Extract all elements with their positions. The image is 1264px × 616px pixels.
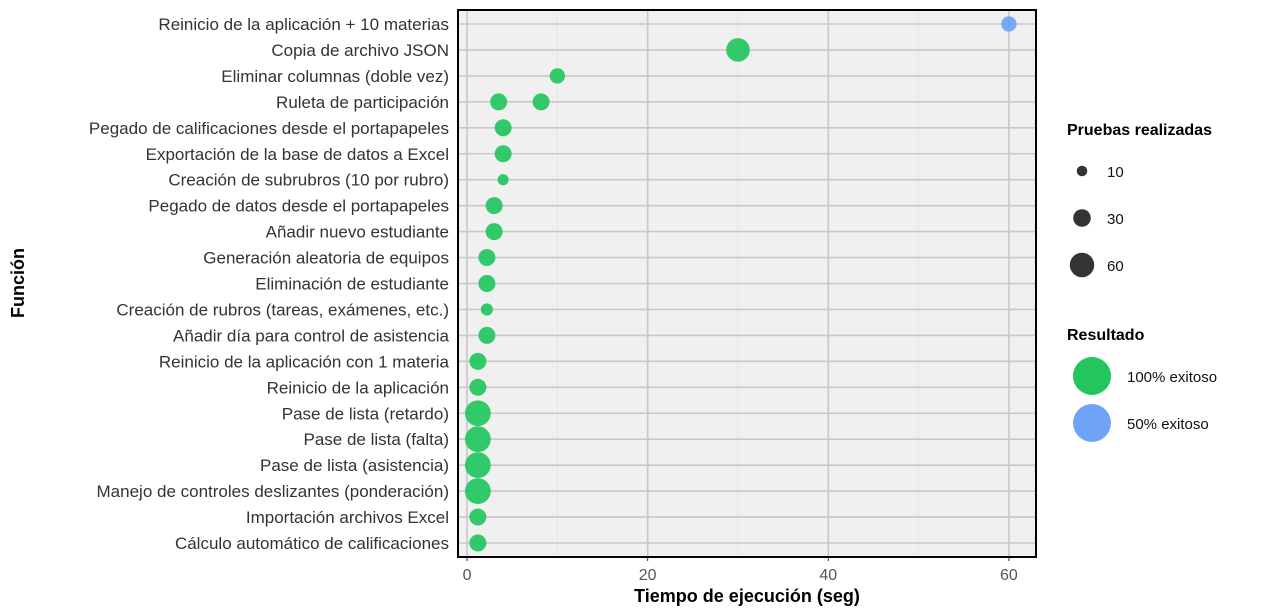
category-label: Pase de lista (falta) xyxy=(303,430,449,449)
category-label: Copia de archivo JSON xyxy=(271,41,449,60)
category-label: Pegado de datos desde el portapapeles xyxy=(148,197,449,216)
legend-size-label: 30 xyxy=(1107,211,1124,228)
category-label: Creación de rubros (tareas, exámenes, et… xyxy=(116,300,449,319)
data-point xyxy=(469,352,487,370)
category-label: Pase de lista (asistencia) xyxy=(260,456,449,475)
data-point xyxy=(485,223,503,241)
data-point xyxy=(1001,16,1017,32)
data-point xyxy=(469,378,487,396)
legend-color-label: 50% exitoso xyxy=(1127,416,1209,433)
legend-size-label: 10 xyxy=(1107,164,1124,181)
legend-size-label: 60 xyxy=(1107,258,1124,275)
data-point xyxy=(497,174,509,186)
legend-size-symbol xyxy=(1076,165,1088,177)
x-tick-label: 0 xyxy=(463,567,472,584)
legend-color-title: Resultado xyxy=(1067,327,1145,344)
category-label: Pase de lista (retardo) xyxy=(282,404,449,423)
x-tick-label: 60 xyxy=(1000,567,1018,584)
data-point xyxy=(532,93,550,111)
data-point xyxy=(485,197,503,215)
category-label: Manejo de controles deslizantes (pondera… xyxy=(97,482,449,501)
x-tick-label: 20 xyxy=(639,567,657,584)
y-axis-title: Función xyxy=(8,248,28,318)
data-point xyxy=(726,38,750,62)
legend-size-title: Pruebas realizadas xyxy=(1067,122,1212,139)
category-label: Pegado de calificaciones desde el portap… xyxy=(89,119,449,138)
legend-color-symbol xyxy=(1073,404,1111,442)
category-label: Exportación de la base de datos a Excel xyxy=(146,145,449,164)
category-label: Creación de subrubros (10 por rubro) xyxy=(168,171,449,190)
data-point xyxy=(494,145,512,163)
category-label: Eliminación de estudiante xyxy=(255,275,449,294)
data-point xyxy=(478,275,496,292)
data-point xyxy=(469,534,487,552)
category-label: Reinicio de la aplicación con 1 materia xyxy=(159,352,450,371)
data-point xyxy=(494,119,512,137)
data-point xyxy=(549,68,565,84)
data-point xyxy=(464,400,491,427)
data-point xyxy=(464,452,491,479)
category-label: Cálculo automático de calificaciones xyxy=(175,534,449,553)
category-label: Reinicio de la aplicación xyxy=(267,378,449,397)
legend-color-label: 100% exitoso xyxy=(1127,369,1217,386)
grid xyxy=(458,10,1036,557)
legend: Pruebas realizadas Resultado 10 30 60 100% … xyxy=(1067,122,1217,442)
data-point xyxy=(469,508,487,526)
data-point xyxy=(490,93,508,111)
category-label: Añadir día para control de asistencia xyxy=(173,326,449,345)
plot-border xyxy=(457,9,1037,558)
category-label: Eliminar columnas (doble vez) xyxy=(221,67,449,86)
data-point xyxy=(480,303,493,316)
category-label: Generación aleatoria de equipos xyxy=(203,249,449,268)
data-point xyxy=(464,426,491,453)
x-tick-labels: 0 20 40 60 xyxy=(463,557,1018,584)
x-axis-title: Tiempo de ejecución (seg) xyxy=(634,586,860,606)
legend-color-symbol xyxy=(1073,357,1111,395)
data-point xyxy=(464,478,491,504)
data-points xyxy=(464,16,1017,552)
legend-size-symbol xyxy=(1073,209,1091,227)
legend-size-symbol xyxy=(1069,252,1095,278)
x-tick-label: 40 xyxy=(819,567,837,584)
category-label: Añadir nuevo estudiante xyxy=(266,223,449,242)
data-point xyxy=(478,326,496,344)
data-point xyxy=(478,249,496,267)
y-tick-labels: Reinicio de la aplicación + 10 materias C… xyxy=(89,15,450,553)
category-label: Importación archivos Excel xyxy=(246,508,449,527)
category-label: Ruleta de participación xyxy=(276,93,449,112)
category-label: Reinicio de la aplicación + 10 materias xyxy=(158,15,449,34)
